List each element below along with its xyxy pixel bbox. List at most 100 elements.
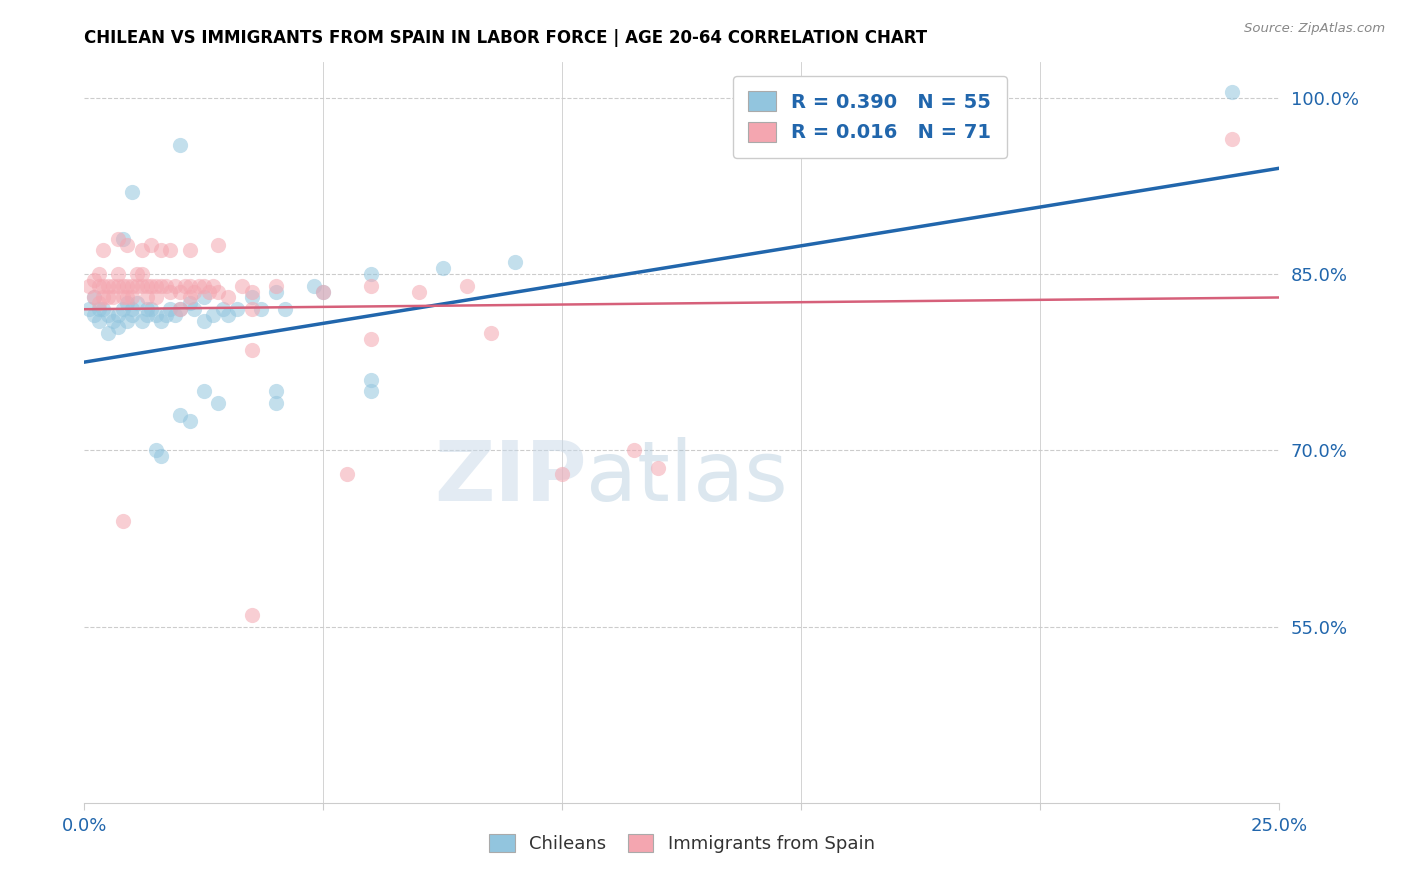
Point — [165, 278, 187, 293]
Point — [188, 278, 211, 293]
Point — [360, 373, 382, 387]
Point — [145, 308, 167, 322]
Point — [886, 114, 908, 128]
Point — [131, 278, 153, 293]
Point — [87, 267, 110, 281]
Point — [479, 326, 502, 340]
Point — [93, 290, 115, 304]
Point — [97, 290, 120, 304]
Point — [149, 244, 172, 258]
Point — [207, 396, 229, 410]
Point — [135, 278, 157, 293]
Point — [87, 314, 110, 328]
Point — [101, 290, 124, 304]
Point — [231, 278, 253, 293]
Point — [117, 237, 139, 252]
Point — [159, 244, 181, 258]
Point — [169, 137, 191, 152]
Point — [155, 278, 177, 293]
Point — [159, 285, 181, 299]
Point — [179, 296, 201, 310]
Point — [226, 302, 249, 317]
Point — [217, 290, 239, 304]
Point — [240, 607, 263, 622]
Point — [149, 278, 172, 293]
Point — [1220, 85, 1243, 99]
Point — [125, 296, 148, 310]
Point — [193, 314, 215, 328]
Point — [117, 290, 139, 304]
Point — [212, 302, 235, 317]
Point — [264, 384, 287, 399]
Point — [121, 308, 143, 322]
Point — [250, 302, 273, 317]
Point — [141, 278, 163, 293]
Point — [551, 467, 574, 481]
Point — [131, 314, 153, 328]
Point — [159, 302, 181, 317]
Point — [93, 302, 115, 317]
Point — [117, 278, 139, 293]
Point — [264, 278, 287, 293]
Legend: Chileans, Immigrants from Spain: Chileans, Immigrants from Spain — [482, 827, 882, 861]
Point — [165, 308, 187, 322]
Point — [360, 278, 382, 293]
Point — [141, 237, 163, 252]
Point — [264, 396, 287, 410]
Point — [77, 302, 100, 317]
Point — [169, 302, 191, 317]
Point — [87, 302, 110, 317]
Point — [135, 308, 157, 322]
Text: Source: ZipAtlas.com: Source: ZipAtlas.com — [1244, 22, 1385, 36]
Point — [77, 278, 100, 293]
Point — [264, 285, 287, 299]
Point — [107, 232, 129, 246]
Point — [135, 290, 157, 304]
Point — [121, 185, 143, 199]
Point — [240, 302, 263, 317]
Point — [169, 285, 191, 299]
Point — [83, 290, 105, 304]
Point — [240, 285, 263, 299]
Point — [145, 290, 167, 304]
Text: atlas: atlas — [586, 436, 787, 517]
Point — [623, 443, 645, 458]
Point — [97, 326, 120, 340]
Point — [202, 278, 225, 293]
Point — [193, 290, 215, 304]
Point — [101, 278, 124, 293]
Point — [169, 408, 191, 422]
Point — [312, 285, 335, 299]
Point — [121, 278, 143, 293]
Point — [107, 278, 129, 293]
Point — [360, 267, 382, 281]
Point — [207, 285, 229, 299]
Point — [117, 296, 139, 310]
Point — [179, 414, 201, 428]
Point — [408, 285, 430, 299]
Point — [111, 302, 134, 317]
Point — [125, 278, 148, 293]
Point — [360, 332, 382, 346]
Point — [207, 237, 229, 252]
Point — [312, 285, 335, 299]
Point — [179, 290, 201, 304]
Point — [193, 278, 215, 293]
Point — [183, 302, 205, 317]
Point — [111, 290, 134, 304]
Point — [1220, 132, 1243, 146]
Point — [111, 278, 134, 293]
Point — [647, 461, 669, 475]
Point — [149, 449, 172, 463]
Point — [87, 278, 110, 293]
Point — [360, 384, 382, 399]
Point — [97, 278, 120, 293]
Point — [135, 302, 157, 317]
Point — [274, 302, 297, 317]
Point — [121, 302, 143, 317]
Point — [149, 314, 172, 328]
Text: ZIP: ZIP — [434, 436, 586, 517]
Point — [173, 278, 195, 293]
Point — [240, 290, 263, 304]
Point — [145, 278, 167, 293]
